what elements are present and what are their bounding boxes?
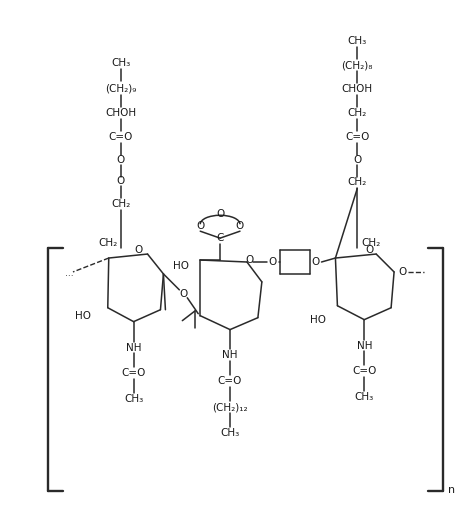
- Text: CH₂: CH₂: [111, 200, 130, 209]
- Text: CH₃: CH₃: [355, 392, 374, 402]
- Text: ...: ...: [65, 269, 73, 278]
- Text: CH₂: CH₂: [99, 238, 118, 248]
- Text: O: O: [216, 209, 224, 219]
- Text: CH₂: CH₂: [361, 238, 380, 248]
- Text: (CH₂)₈: (CH₂)₈: [342, 60, 373, 70]
- Text: HO: HO: [309, 314, 326, 324]
- Text: O: O: [246, 255, 254, 265]
- Text: CH₃: CH₃: [111, 58, 130, 68]
- Text: CHOH: CHOH: [342, 84, 373, 94]
- Text: CH₃: CH₃: [347, 36, 367, 46]
- Text: C: C: [217, 233, 224, 243]
- Text: CH₂: CH₂: [347, 177, 367, 187]
- Text: O: O: [365, 245, 373, 255]
- Text: NH: NH: [126, 342, 141, 352]
- Text: O: O: [134, 245, 143, 255]
- Text: O: O: [268, 257, 277, 267]
- Text: (CH₂)₁₂: (CH₂)₁₂: [212, 402, 248, 412]
- Text: CH₃: CH₃: [124, 394, 143, 404]
- Text: O: O: [117, 154, 125, 165]
- Text: CH₂: CH₂: [347, 108, 367, 118]
- Text: CH₃: CH₃: [220, 428, 240, 438]
- Text: O: O: [196, 221, 204, 231]
- Text: HO: HO: [75, 311, 91, 321]
- Text: O: O: [179, 289, 188, 299]
- Text: O: O: [311, 257, 320, 267]
- Text: HO: HO: [173, 261, 189, 271]
- Text: C=O: C=O: [352, 366, 377, 376]
- Text: n: n: [448, 485, 456, 495]
- Text: O: O: [398, 267, 406, 277]
- Text: C=O: C=O: [109, 132, 133, 142]
- Text: O: O: [117, 176, 125, 186]
- Text: C=O: C=O: [345, 132, 369, 142]
- Text: C=O: C=O: [121, 369, 146, 379]
- Text: NH: NH: [357, 341, 372, 351]
- Text: (CH₂)₉: (CH₂)₉: [105, 83, 137, 93]
- Text: O: O: [353, 154, 361, 165]
- Text: O: O: [236, 221, 244, 231]
- Text: C=O: C=O: [218, 376, 242, 386]
- Text: NH: NH: [222, 351, 238, 361]
- Text: CHOH: CHOH: [105, 108, 136, 118]
